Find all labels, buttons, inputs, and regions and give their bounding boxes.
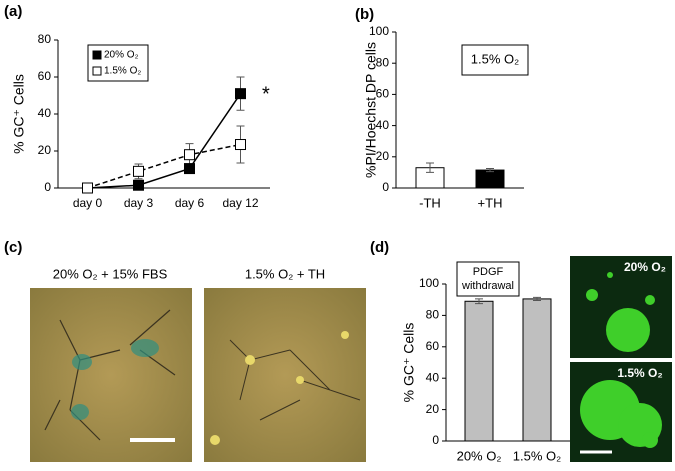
y-tick-label: 100: [419, 276, 439, 290]
x-tick-label: -TH: [419, 195, 441, 210]
y-tick-label: 60: [426, 339, 440, 353]
image-caption: 20% O₂ + 15% FBS: [53, 266, 168, 281]
panel-label: (a): [4, 3, 22, 20]
y-tick-label: 0: [382, 180, 389, 194]
legend-label: 20% O₂: [104, 50, 139, 61]
error-bar: [426, 162, 434, 173]
y-tick-label: 20: [376, 149, 390, 163]
panel-label: (c): [4, 239, 22, 256]
y-tick-label: 40: [426, 370, 440, 384]
y-tick-label: 80: [426, 308, 440, 322]
bar: [464, 300, 494, 442]
legend-swatch: [92, 66, 102, 76]
x-tick-label: 1.5% O₂: [513, 448, 561, 463]
series-line: [87, 93, 242, 189]
bar: [475, 169, 505, 189]
panel-label: (b): [355, 6, 374, 23]
image: [30, 288, 192, 462]
marker: [235, 88, 246, 100]
x-tick-label: day 6: [175, 196, 205, 210]
y-tick-label: 40: [38, 106, 52, 120]
image-caption: 20% O₂: [624, 260, 666, 274]
annotation: *: [262, 83, 270, 105]
x-tick-label: day 3: [124, 196, 154, 210]
x-tick-label: 20% O₂: [457, 448, 502, 463]
image: [204, 288, 366, 462]
y-tick-label: 20: [426, 402, 440, 416]
y-tick-label: 0: [432, 433, 439, 447]
y-tick-label: 80: [376, 55, 390, 69]
y-tick-label: 0: [44, 180, 51, 194]
annotation: withdrawal: [461, 280, 514, 292]
x-tick-label: +TH: [478, 195, 503, 210]
bar: [522, 298, 552, 442]
annotation: PDGF: [473, 266, 504, 278]
y-tick-label: 80: [38, 32, 52, 46]
error-bar: [533, 296, 541, 301]
y-tick-label: 40: [376, 118, 390, 132]
series-line: [87, 143, 241, 189]
y-tick-label: 60: [38, 69, 52, 83]
y-axis-label: %PI/Hoechst DP cells: [363, 42, 379, 178]
y-tick-label: 60: [376, 87, 390, 101]
image-caption: 1.5% O₂: [617, 366, 662, 380]
error-bar: [475, 298, 483, 305]
annotation-box: [456, 261, 520, 297]
error-bar: [486, 168, 494, 173]
y-tick-label: 20: [38, 143, 52, 157]
marker: [235, 139, 246, 151]
annotation: 1.5% O₂: [471, 51, 519, 66]
marker: [184, 149, 195, 161]
marker: [82, 182, 93, 194]
y-tick-label: 100: [369, 24, 389, 38]
y-axis-label: % GC⁺ Cells: [401, 323, 417, 403]
panel-label: (d): [370, 239, 389, 256]
x-tick-label: day 0: [73, 196, 103, 210]
legend-swatch: [92, 50, 102, 60]
y-axis-label: % GC⁺ Cells: [11, 74, 27, 154]
marker: [133, 179, 144, 191]
phase-images: [30, 288, 366, 462]
marker: [133, 165, 144, 177]
marker: [184, 163, 195, 175]
x-tick-label: day 12: [222, 196, 258, 210]
annotation-box: [461, 44, 529, 76]
image-caption: 1.5% O₂ + TH: [245, 266, 325, 281]
legend-label: 1.5% O₂: [104, 66, 141, 77]
fluorescence-images: [570, 256, 672, 462]
